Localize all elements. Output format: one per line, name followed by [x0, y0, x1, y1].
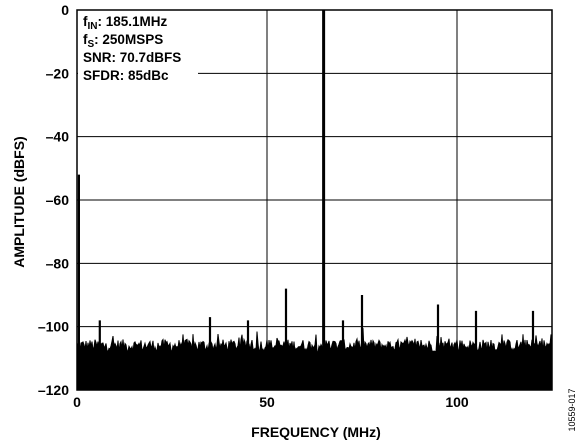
annotation-line: fS: 250MSPS: [83, 32, 163, 50]
y-tick-label: –20: [46, 65, 70, 81]
noise-floor-area: [76, 328, 553, 391]
grid-lines: [77, 10, 552, 390]
x-axis-title: FREQUENCY (MHz): [251, 424, 381, 440]
y-tick-label: 0: [61, 2, 69, 18]
y-tick-label: –120: [38, 382, 69, 398]
y-tick-labels: 0 –20 –40 –60 –80 –100 –120: [38, 2, 69, 398]
y-tick-label: –60: [46, 192, 70, 208]
x-tick-labels: 0 50 100: [73, 394, 469, 410]
x-tick-label: 100: [445, 394, 469, 410]
annotation-line: SNR: 70.7dBFS: [83, 50, 181, 65]
figure-id: 10559-017: [567, 388, 577, 431]
y-tick-label: –40: [46, 129, 70, 145]
annotation-bg: [78, 11, 198, 87]
y-tick-label: –80: [46, 255, 70, 271]
y-axis-title: AMPLITUDE (dBFS): [11, 136, 27, 267]
plot-frame: [76, 9, 553, 391]
noise-floor-series: [76, 328, 553, 391]
x-tick-label: 50: [259, 394, 275, 410]
spur-peaks: [77, 10, 535, 390]
y-tick-label: –100: [38, 319, 69, 335]
annotation-line: SFDR: 85dBc: [83, 68, 169, 83]
x-tick-label: 0: [73, 394, 81, 410]
annotation-line: fIN: 185.1MHz: [83, 14, 168, 32]
